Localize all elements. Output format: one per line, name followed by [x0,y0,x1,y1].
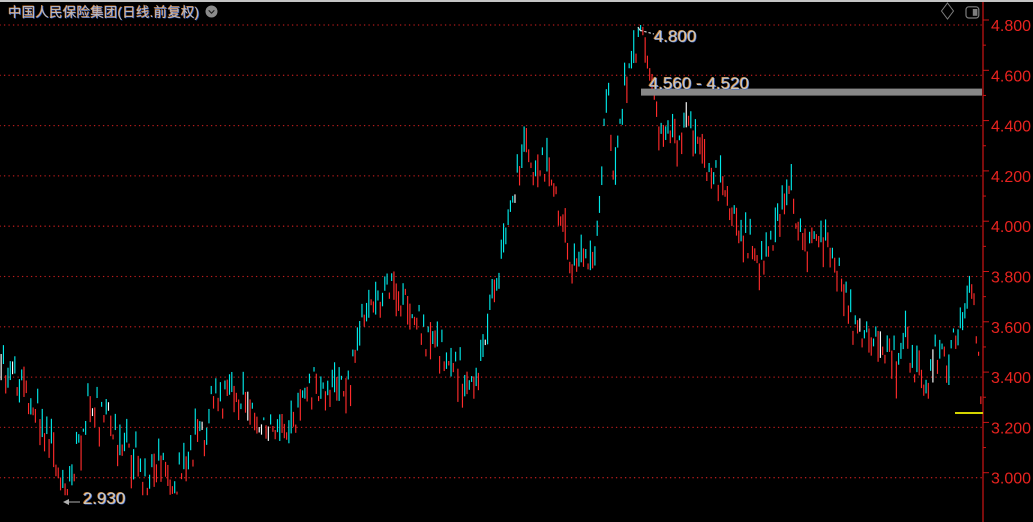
svg-text:3.200: 3.200 [991,420,1031,437]
svg-text:4.800: 4.800 [991,18,1031,35]
svg-text:3.000: 3.000 [991,471,1031,488]
svg-text:3.800: 3.800 [991,270,1031,287]
svg-text:4.000: 4.000 [991,219,1031,236]
svg-text:4.200: 4.200 [991,169,1031,186]
svg-text:4.600: 4.600 [991,68,1031,85]
svg-text:4.400: 4.400 [991,119,1031,136]
svg-text:3.400: 3.400 [991,370,1031,387]
svg-text:3.600: 3.600 [991,320,1031,337]
